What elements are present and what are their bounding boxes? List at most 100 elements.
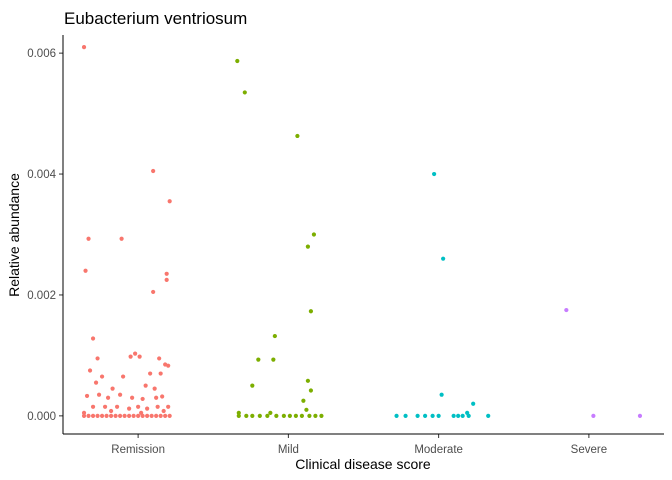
data-point-remission (83, 268, 88, 273)
data-point-mild (301, 398, 306, 403)
data-point-mild (311, 232, 317, 237)
data-point-remission (151, 168, 156, 174)
data-point-moderate (460, 413, 465, 418)
y-axis-label: Relative abundance (6, 173, 22, 297)
data-point-remission (145, 413, 150, 418)
data-point-mild (305, 244, 311, 249)
data-point-remission (128, 354, 133, 359)
data-point-remission (158, 371, 163, 376)
data-point-mild (244, 413, 249, 418)
data-point-severe (637, 413, 643, 418)
data-point-remission (133, 351, 138, 356)
data-point-remission (152, 386, 157, 391)
data-point-remission (154, 413, 159, 418)
data-point-mild (299, 413, 304, 418)
data-point-remission (158, 413, 163, 418)
data-point-mild (236, 410, 241, 415)
data-point-mild (287, 413, 292, 418)
data-point-remission (96, 392, 102, 397)
y-tick-label: 0.000 (27, 411, 56, 423)
data-point-moderate (486, 413, 491, 418)
data-point-mild (256, 357, 261, 362)
data-point-remission (110, 386, 115, 391)
y-tick-label: 0.006 (27, 48, 56, 60)
data-point-severe (591, 413, 596, 418)
data-point-remission (163, 413, 168, 418)
data-point-mild (235, 58, 240, 64)
data-point-mild (250, 383, 255, 388)
data-point-mild (295, 133, 300, 139)
data-point-mild (281, 413, 286, 418)
y-tick-label: 0.004 (27, 169, 56, 181)
data-point-mild (242, 90, 247, 95)
data-point-mild (313, 413, 318, 418)
data-point-moderate (466, 413, 471, 418)
data-point-remission (140, 413, 145, 418)
data-point-mild (257, 413, 262, 418)
data-point-moderate (439, 392, 444, 397)
data-point-remission (166, 404, 171, 409)
data-point-remission (81, 44, 87, 50)
data-point-severe (564, 307, 569, 313)
data-point-remission (149, 413, 154, 418)
data-point-remission (154, 395, 159, 400)
data-point-remission (90, 404, 96, 409)
data-point-remission (81, 413, 87, 418)
data-point-remission (164, 271, 169, 276)
data-point-remission (157, 356, 162, 361)
data-point-moderate (415, 413, 420, 418)
x-tick-label: Remission (111, 444, 165, 456)
data-point-remission (90, 413, 96, 418)
data-point-remission (164, 277, 169, 282)
data-point-remission (117, 392, 123, 397)
chart-title: Eubacterium ventriosum (64, 9, 247, 28)
data-point-remission (145, 406, 150, 411)
data-point-remission (95, 413, 100, 418)
data-point-remission (166, 363, 171, 368)
data-point-remission (104, 413, 109, 418)
data-point-mild (308, 309, 314, 314)
data-point-remission (102, 404, 108, 409)
data-point-remission (93, 380, 99, 385)
data-point-mild (272, 333, 277, 339)
data-point-moderate (436, 413, 441, 418)
y-tick-label: 0.002 (27, 290, 56, 302)
data-point-mild (265, 413, 270, 418)
data-point-remission (108, 413, 114, 418)
data-point-moderate (432, 171, 437, 177)
data-point-remission (167, 199, 172, 204)
data-point-remission (95, 356, 100, 361)
data-point-mild (305, 378, 311, 383)
data-point-moderate (430, 413, 435, 418)
y-axis-ticks: 0.000 0.002 0.004 0.006 (27, 48, 63, 423)
data-point-remission (105, 395, 111, 400)
data-point-mild (319, 413, 324, 418)
data-point-remission (137, 354, 142, 359)
data-point-moderate (451, 413, 456, 418)
data-point-mild (236, 413, 241, 418)
data-point-remission (84, 393, 90, 399)
data-point-remission (136, 404, 141, 409)
data-point-remission (119, 236, 124, 241)
data-point-mild (307, 413, 312, 418)
data-point-remission (122, 413, 127, 418)
data-point-remission (167, 413, 172, 418)
data-point-remission (86, 413, 91, 418)
data-point-remission (130, 395, 135, 400)
data-point-remission (99, 413, 105, 418)
data-point-remission (136, 413, 141, 418)
x-axis-label: Clinical disease score (295, 456, 431, 472)
data-point-remission (121, 374, 126, 379)
data-points (81, 44, 643, 418)
data-point-remission (160, 394, 165, 399)
data-point-moderate (423, 413, 428, 418)
data-point-remission (113, 413, 118, 418)
data-point-remission (161, 408, 166, 414)
x-axis-ticks: Remission Mild Moderate Severe (111, 434, 607, 456)
data-point-moderate (403, 413, 408, 418)
data-point-remission (86, 236, 91, 241)
data-point-remission (155, 404, 160, 409)
data-point-remission (151, 289, 156, 295)
data-point-moderate (394, 413, 399, 418)
